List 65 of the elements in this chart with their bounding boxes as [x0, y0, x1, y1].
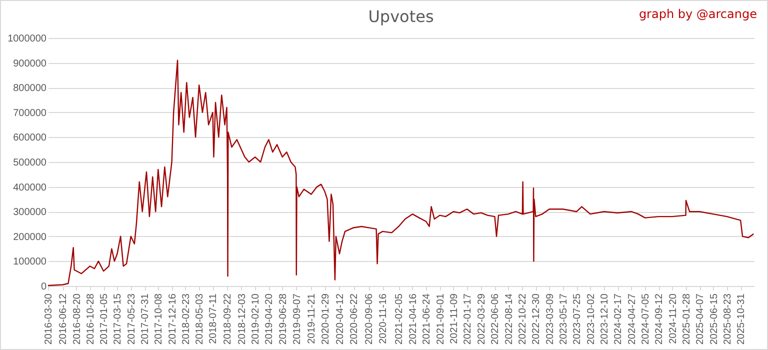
y-tick-label: 300000: [13, 207, 47, 218]
x-tick-label: 2023-03-09: [544, 293, 556, 345]
y-tick-label: 600000: [13, 132, 47, 144]
x-tick-label: 2017-01-05: [99, 293, 110, 345]
y-tick-label: 900000: [13, 58, 47, 70]
y-tick-label: 200000: [13, 232, 47, 243]
y-tick-label: 0: [40, 282, 47, 292]
y-tick-label: 700000: [13, 108, 47, 119]
x-tick-label: 2025-06-15: [708, 293, 720, 345]
x-tick-label: 2022-03-29: [476, 293, 488, 345]
x-tick-label: 2018-12-03: [236, 293, 248, 345]
x-tick-label: 2021-02-05: [394, 293, 406, 345]
x-tick-label: 2019-11-21: [306, 293, 318, 344]
x-tick-label: 2023-07-25: [572, 293, 584, 345]
x-tick-label: 2025-01-28: [681, 293, 692, 345]
x-tick-label: 2017-07-31: [140, 293, 152, 345]
x-tick-label: 2021-09-01: [435, 293, 446, 345]
x-tick-label: 2023-10-02: [586, 293, 597, 345]
x-tick-label: 2016-06-12: [58, 293, 70, 345]
x-tick-label: 2020-04-12: [334, 293, 346, 345]
line-series: [47, 60, 754, 286]
x-tick-label: 2022-10-22: [518, 293, 529, 345]
x-tick-label: 2022-01-17: [462, 293, 474, 345]
x-tick-label: 2022-06-06: [490, 293, 502, 345]
x-tick-label: 2017-12-16: [167, 293, 178, 345]
x-tick-label: 2018-07-11: [208, 293, 220, 344]
x-tick-label: 2024-04-27: [626, 293, 638, 345]
y-tick-label: 400000: [13, 182, 47, 194]
x-tick-label: 2020-01-29: [320, 293, 332, 345]
x-tick-label: 2023-12-10: [599, 293, 610, 345]
x-tick-label: 2018-02-23: [180, 293, 192, 345]
y-tick-label: 100000: [13, 256, 47, 268]
x-tick-label: 2022-12-30: [531, 293, 542, 345]
x-tick-label: 2024-09-12: [654, 293, 666, 345]
x-tick-label: 2025-10-31: [736, 293, 748, 345]
x-tick-label: 2016-08-20: [72, 293, 83, 345]
x-tick-label: 2017-10-08: [154, 293, 165, 345]
x-tick-label: 2021-06-24: [422, 293, 433, 345]
y-tick-label: 500000: [13, 158, 47, 168]
x-tick-label: 2024-02-17: [613, 293, 624, 345]
text: graph by @arcange: [638, 7, 757, 21]
x-tick-label: 2020-09-06: [364, 293, 376, 345]
y-tick-label: 1000000: [8, 34, 47, 44]
x-tick-label: 2021-04-16: [408, 293, 419, 345]
x-tick-label: 2019-04-20: [264, 293, 276, 345]
x-tick-label: 2019-09-07: [292, 293, 303, 345]
chart-title: Upvotes: [368, 7, 434, 26]
x-tick-label: 2019-06-28: [278, 293, 289, 345]
x-tick-label: 2016-03-30: [44, 293, 54, 345]
x-tick-label: 2023-05-17: [558, 293, 570, 345]
x-tick-label: 2016-10-28: [85, 293, 96, 345]
x-tick-label: 2018-05-03: [194, 293, 206, 345]
x-tick-label: 2020-06-22: [349, 293, 360, 345]
x-tick-label: 2025-08-23: [722, 293, 734, 345]
x-tick-label: 2022-08-14: [504, 293, 515, 345]
x-tick-label: 2024-07-05: [640, 293, 652, 345]
x-tick-label: 2018-09-22: [222, 293, 234, 345]
x-tick-label: 2017-05-23: [126, 293, 138, 345]
x-tick-label: 2019-02-10: [250, 293, 262, 345]
x-tick-label: 2021-11-09: [448, 293, 460, 344]
x-tick-label: 2020-11-16: [378, 293, 390, 344]
x-tick-label: 2024-11-20: [668, 293, 679, 344]
y-tick-label: 800000: [13, 83, 47, 94]
x-tick-label: 2025-04-07: [695, 293, 706, 345]
x-tick-label: 2017-03-15: [112, 293, 124, 345]
